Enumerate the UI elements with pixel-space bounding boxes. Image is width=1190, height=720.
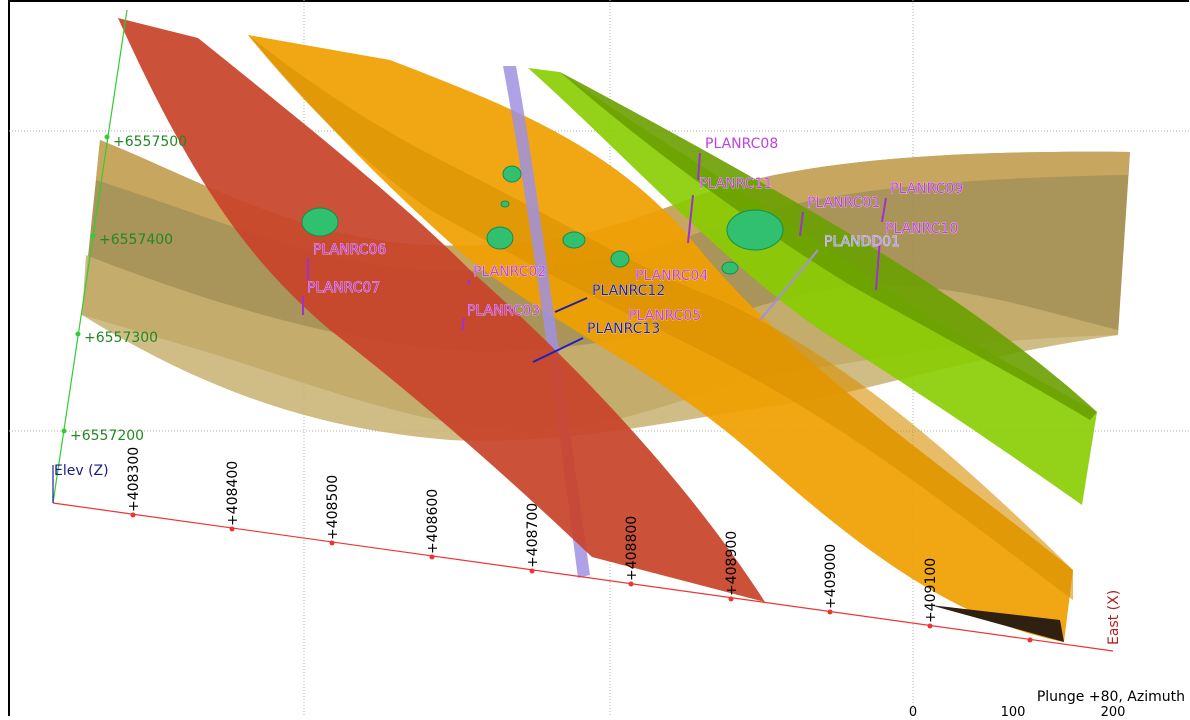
north-tick-label: +6557200 bbox=[70, 428, 144, 444]
drillhole-label[interactable]: PLANRC02 bbox=[473, 264, 547, 281]
drillhole-label[interactable]: PLANRC07 bbox=[307, 280, 381, 297]
east-tick-label: +408800 bbox=[624, 516, 640, 581]
north-tick-label: +6557500 bbox=[113, 134, 187, 150]
east-axis-label: East (X) bbox=[1106, 590, 1122, 645]
north-tick-label: +6557400 bbox=[99, 232, 173, 248]
east-tick-label: +408500 bbox=[325, 475, 341, 540]
drillhole-label[interactable]: PLANRC09 bbox=[890, 181, 964, 198]
drillhole-label[interactable]: PLANRC13 bbox=[587, 321, 661, 338]
drillhole-label[interactable]: PLANRC01 bbox=[807, 195, 881, 212]
svg-text:100: 100 bbox=[1001, 705, 1026, 716]
drillhole-label[interactable]: PLANRC08 bbox=[705, 136, 779, 153]
drillhole-label[interactable]: PLANDD01 bbox=[824, 234, 901, 251]
drillhole-label[interactable]: PLANRC11 bbox=[699, 176, 773, 193]
drillhole-label[interactable]: PLANRC04 bbox=[635, 268, 709, 285]
east-tick-label: +408300 bbox=[126, 447, 142, 512]
svg-text:0: 0 bbox=[909, 705, 917, 716]
orientation-readout: Plunge +80, Azimuth bbox=[1037, 689, 1185, 705]
east-tick-label: +409000 bbox=[823, 544, 839, 609]
drillhole-label[interactable]: PLANRC12 bbox=[592, 283, 666, 300]
east-axis bbox=[52, 465, 1114, 652]
east-tick-label: +408700 bbox=[525, 503, 541, 568]
green-vein-surface bbox=[528, 68, 1097, 505]
red-fault-surface bbox=[118, 18, 765, 602]
east-tick-label: +408400 bbox=[225, 461, 241, 526]
elev-axis-label: Elev (Z) bbox=[54, 463, 109, 479]
drillhole-label[interactable]: PLANRC03 bbox=[467, 303, 541, 320]
north-tick-label: +6557300 bbox=[84, 330, 158, 346]
east-tick-label: +409100 bbox=[923, 558, 939, 623]
north-axis bbox=[52, 9, 128, 504]
svg-text:200: 200 bbox=[1101, 705, 1126, 716]
drillhole-label[interactable]: PLANRC05 bbox=[628, 308, 702, 325]
east-tick-label: +408600 bbox=[425, 489, 441, 554]
ore-blob-group bbox=[301, 165, 784, 275]
drillhole-label[interactable]: PLANRC06 bbox=[313, 242, 387, 259]
drillhole-traces bbox=[302, 152, 887, 363]
east-tick-label: +408900 bbox=[724, 531, 740, 596]
drillhole-label[interactable]: PLANRC10 bbox=[885, 221, 959, 238]
